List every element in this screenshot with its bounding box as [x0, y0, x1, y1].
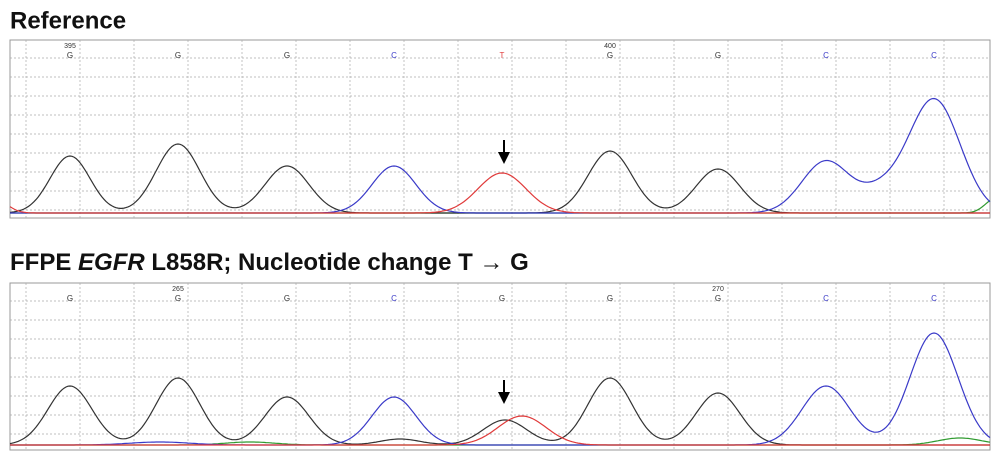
base-call: T	[500, 51, 505, 60]
base-call: G	[607, 294, 613, 303]
base-call: C	[391, 51, 397, 60]
base-call: G	[175, 294, 181, 303]
base-call: C	[823, 294, 829, 303]
base-call: C	[391, 294, 397, 303]
base-call: G	[715, 51, 721, 60]
base-call: C	[931, 294, 937, 303]
chromatogram: G G G C T G G C C 395 400	[9, 39, 991, 219]
position-number: 400	[604, 43, 616, 50]
trace-t	[9, 172, 990, 214]
arrow-head	[498, 392, 510, 404]
position-number: 395	[64, 43, 76, 50]
base-call: C	[931, 51, 937, 60]
base-call: C	[823, 51, 829, 60]
base-call: G	[715, 294, 721, 303]
base-call: G	[67, 51, 73, 60]
arrow-head	[498, 152, 510, 164]
trace-frame	[9, 39, 991, 219]
title-part: L858R; Nucleotide change T → G	[151, 249, 528, 276]
position-number: 265	[172, 286, 184, 293]
position-number: 270	[712, 286, 724, 293]
base-call: G	[284, 294, 290, 303]
trace-frame	[9, 282, 991, 451]
base-call: G	[284, 51, 290, 60]
base-call: G	[499, 294, 505, 303]
base-call: G	[67, 294, 73, 303]
trace-c	[10, 332, 991, 446]
chromatogram: G G G C G G G C C 265 270	[9, 282, 991, 451]
panel-title: Reference	[10, 7, 126, 34]
panel-title: FFPE EGFR L858R; Nucleotide change T → G	[10, 249, 529, 276]
title-gene: EGFR	[78, 249, 145, 276]
title-part: FFPE	[10, 249, 71, 276]
base-call: G	[175, 51, 181, 60]
base-call: G	[607, 51, 613, 60]
trace-t	[10, 415, 990, 446]
